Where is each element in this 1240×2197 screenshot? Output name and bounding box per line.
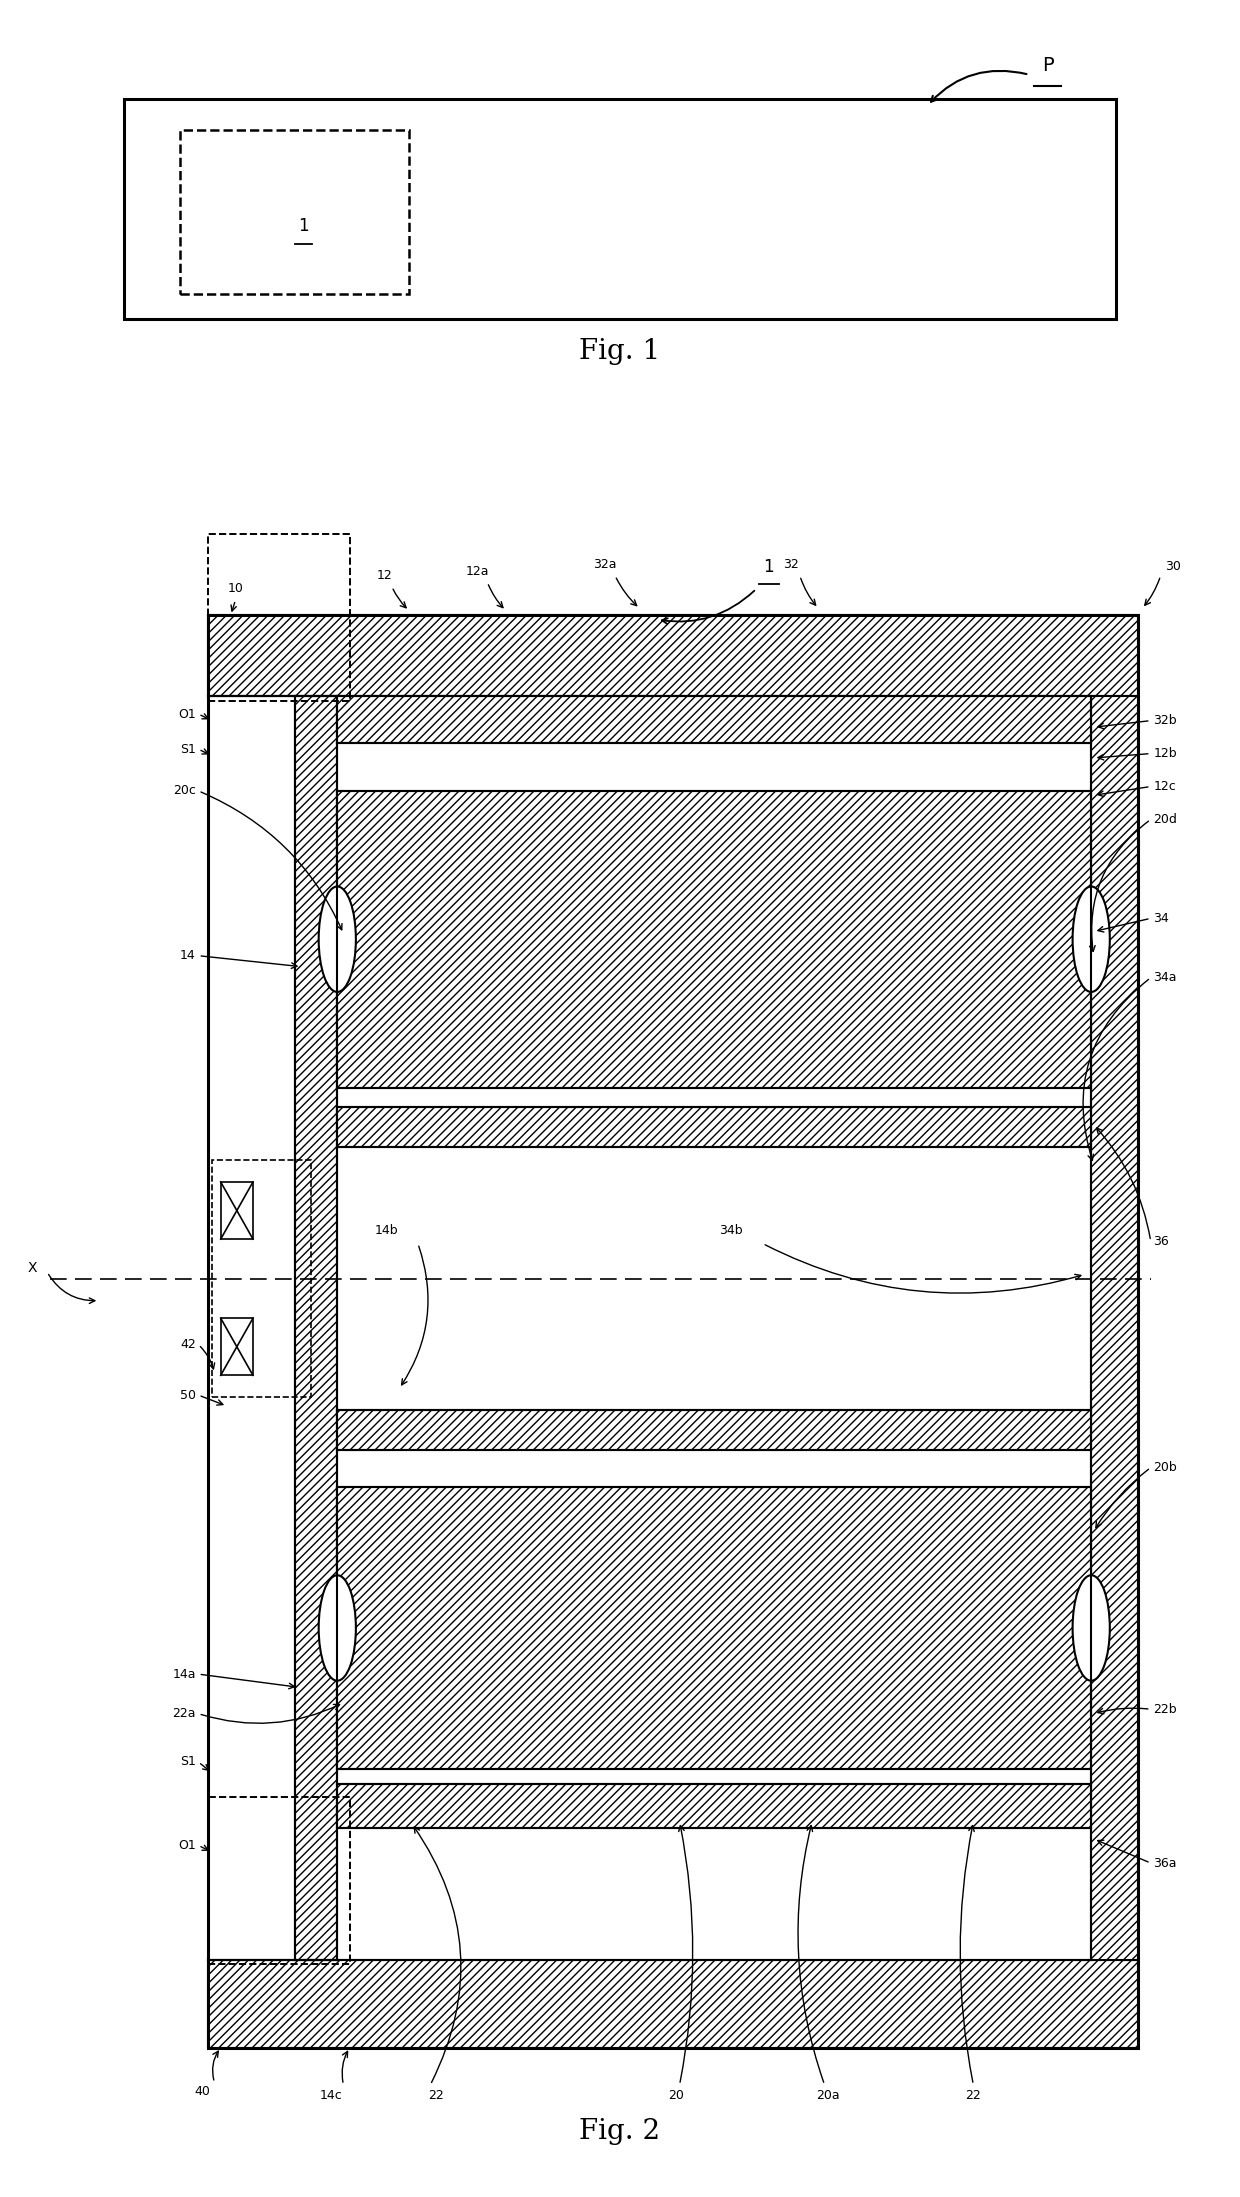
Bar xyxy=(208,615,1138,2048)
Text: 32: 32 xyxy=(784,558,799,571)
Bar xyxy=(221,1318,253,1375)
Ellipse shape xyxy=(1073,885,1110,993)
Bar xyxy=(208,1960,1138,2048)
Text: 36a: 36a xyxy=(1153,1856,1177,1870)
Bar xyxy=(337,1107,1091,1147)
Bar xyxy=(337,1410,1091,1450)
Text: 20a: 20a xyxy=(816,2089,841,2103)
Bar xyxy=(337,791,1091,1088)
Bar xyxy=(208,615,1138,696)
Text: 20: 20 xyxy=(668,2089,683,2103)
Text: 32b: 32b xyxy=(1153,714,1177,727)
Text: 22b: 22b xyxy=(1153,1703,1177,1716)
Text: 14c: 14c xyxy=(320,2089,342,2103)
Text: 20b: 20b xyxy=(1153,1461,1177,1474)
Text: 32a: 32a xyxy=(594,558,616,571)
Bar xyxy=(1091,696,1138,1960)
Text: 22a: 22a xyxy=(172,1707,196,1720)
Text: O1: O1 xyxy=(179,707,196,721)
Text: 14: 14 xyxy=(180,949,196,962)
Text: 20c: 20c xyxy=(174,784,196,798)
Text: 30: 30 xyxy=(1166,560,1180,573)
Text: X: X xyxy=(27,1261,37,1274)
Text: 14a: 14a xyxy=(172,1668,196,1681)
Bar xyxy=(337,1784,1091,1828)
Bar xyxy=(124,99,1116,319)
Text: S1: S1 xyxy=(180,743,196,756)
Text: 14b: 14b xyxy=(374,1224,398,1237)
Text: 22: 22 xyxy=(966,2089,981,2103)
Text: Fig. 2: Fig. 2 xyxy=(579,2118,661,2144)
Text: 40: 40 xyxy=(195,2085,210,2098)
Text: 42: 42 xyxy=(180,1338,196,1351)
Bar xyxy=(221,1182,253,1239)
Text: 12b: 12b xyxy=(1153,747,1177,760)
Text: 36: 36 xyxy=(1153,1235,1169,1248)
Bar xyxy=(208,534,350,701)
Text: 12: 12 xyxy=(377,569,392,582)
Text: 1: 1 xyxy=(764,558,774,576)
Bar xyxy=(337,696,1091,743)
Ellipse shape xyxy=(319,1575,356,1681)
Bar xyxy=(208,615,1138,2048)
Text: 12c: 12c xyxy=(1153,780,1176,793)
Text: 20d: 20d xyxy=(1153,813,1177,826)
Text: Fig. 1: Fig. 1 xyxy=(579,338,661,365)
Text: S1: S1 xyxy=(180,1755,196,1769)
Text: 12a: 12a xyxy=(466,565,489,578)
Text: 34: 34 xyxy=(1153,912,1169,925)
Bar xyxy=(295,696,337,1960)
Text: 22: 22 xyxy=(429,2089,444,2103)
Text: 10: 10 xyxy=(228,582,243,595)
Text: 50: 50 xyxy=(180,1389,196,1402)
Bar xyxy=(212,1160,311,1397)
Bar xyxy=(208,1797,350,1964)
Text: P: P xyxy=(1042,57,1054,75)
Text: 1: 1 xyxy=(299,218,309,235)
Text: 34a: 34a xyxy=(1153,971,1177,984)
Bar xyxy=(337,1487,1091,1769)
Ellipse shape xyxy=(319,885,356,993)
Text: 34b: 34b xyxy=(719,1224,743,1237)
Text: O1: O1 xyxy=(179,1839,196,1852)
Ellipse shape xyxy=(1073,1575,1110,1681)
Bar xyxy=(180,130,409,294)
